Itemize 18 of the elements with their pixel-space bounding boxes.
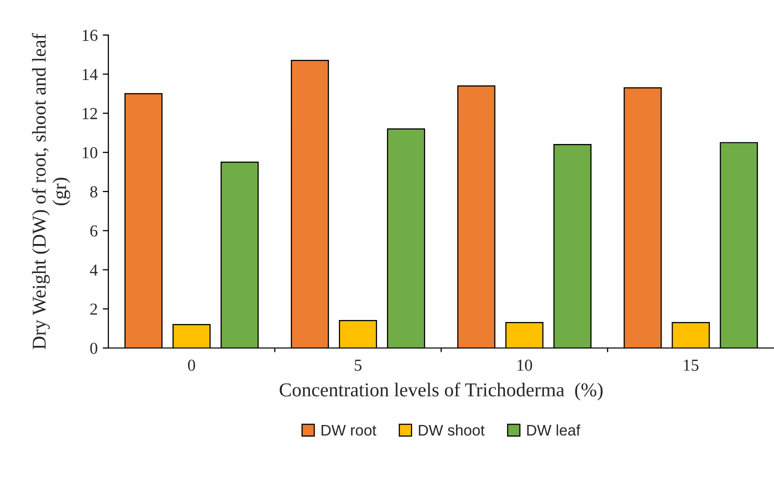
y-tick-label: 10 xyxy=(82,147,98,158)
x-tick-label: 10 xyxy=(518,360,532,371)
legend-label: DW shoot xyxy=(418,424,485,436)
x-tick-label: 5 xyxy=(354,360,362,371)
y-tick-label: 2 xyxy=(90,304,98,315)
legend-label: DW leaf xyxy=(527,424,580,436)
y-tick-label: 12 xyxy=(82,108,98,120)
y-axis-title: Dry Weight (DW) of root, shoot and leaf (gr) xyxy=(32,33,70,350)
y-tick-label: 8 xyxy=(90,186,98,198)
y-tick-label: 0 xyxy=(90,342,98,354)
legend-label: DW root xyxy=(322,424,376,436)
y-tick-label: 16 xyxy=(82,30,98,41)
y-tick-label: 6 xyxy=(90,225,98,237)
x-tick-label: 15 xyxy=(684,360,698,371)
y-tick-label: 14 xyxy=(82,68,98,80)
x-axis-title: Concentration levels of Trichoderma (%) xyxy=(280,382,603,400)
x-tick-label: 0 xyxy=(188,360,196,371)
y-tick-label: 4 xyxy=(90,264,98,276)
